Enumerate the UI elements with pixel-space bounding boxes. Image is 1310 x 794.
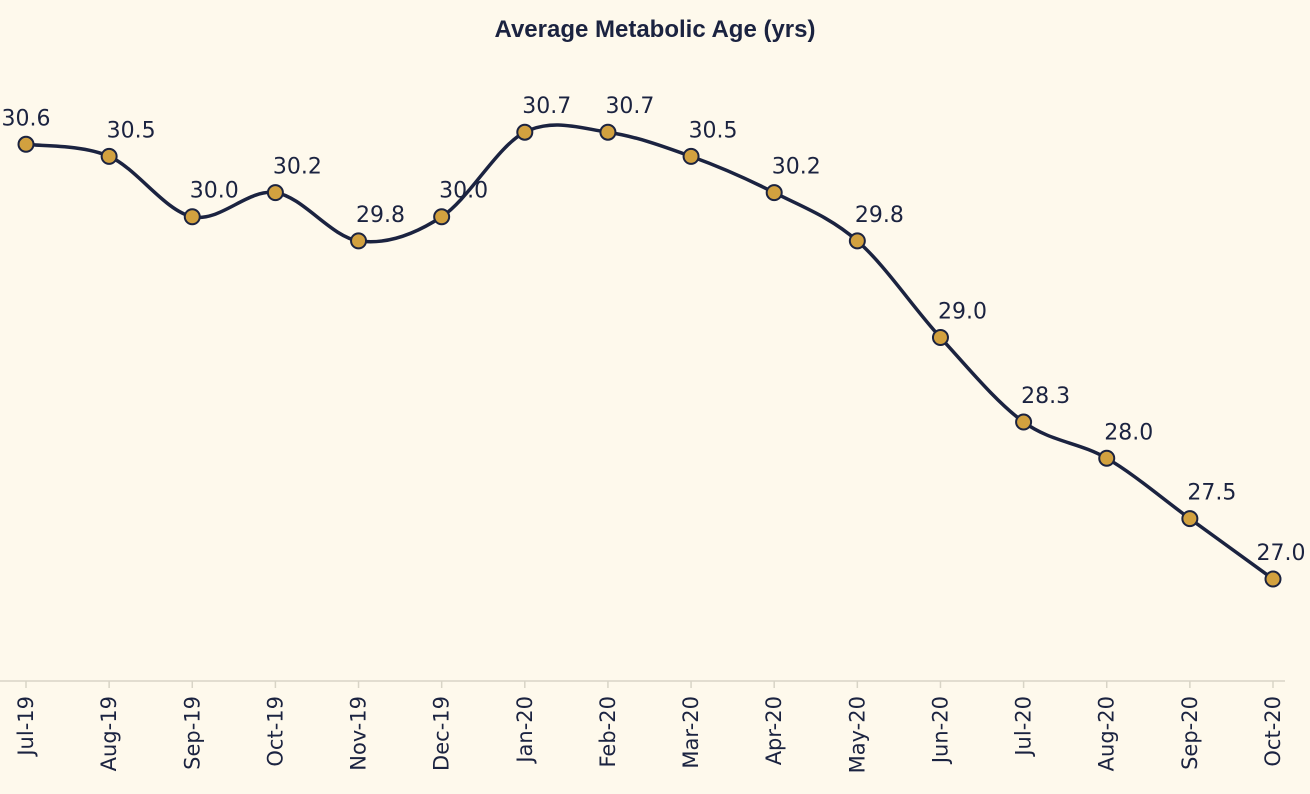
data-label: 27.0 bbox=[1257, 541, 1306, 566]
data-point-jul-19 bbox=[17, 135, 35, 153]
data-label: 28.0 bbox=[1104, 420, 1153, 445]
marker-layer bbox=[17, 123, 1282, 588]
x-tick-label: Sep-20 bbox=[1178, 696, 1202, 770]
x-tick-label: Jul-19 bbox=[14, 696, 38, 758]
data-point-mar-20 bbox=[682, 147, 700, 165]
data-point-oct-20 bbox=[1264, 570, 1282, 588]
data-point-oct-19 bbox=[266, 184, 284, 202]
series-line bbox=[24, 123, 1275, 581]
data-point-jan-20 bbox=[516, 123, 534, 141]
data-label-layer: 30.6 30.5 30.0 30.2 29.8 30.0 30.7 30.7 30.5 30.2… bbox=[2, 94, 1306, 566]
chart-title: Average Metabolic Age (yrs) bbox=[494, 16, 816, 43]
data-point-aug-19 bbox=[100, 147, 118, 165]
x-tick-label: Dec-19 bbox=[430, 696, 454, 771]
x-tick-label: Oct-20 bbox=[1261, 696, 1285, 767]
x-tick-label: Feb-20 bbox=[596, 696, 620, 767]
data-label: 28.3 bbox=[1021, 384, 1070, 409]
x-tick-label: Jul-20 bbox=[1012, 696, 1036, 758]
data-point-jun-20 bbox=[931, 329, 949, 347]
data-label: 30.2 bbox=[273, 155, 322, 180]
x-tick-label: Aug-20 bbox=[1095, 696, 1119, 771]
x-tick-label: Mar-20 bbox=[679, 696, 703, 769]
data-point-sep-20 bbox=[1181, 510, 1199, 528]
x-tick-label: Sep-19 bbox=[180, 696, 204, 770]
data-point-apr-20 bbox=[765, 184, 783, 202]
x-axis bbox=[0, 680, 1285, 688]
data-point-jul-20 bbox=[1015, 413, 1033, 431]
x-tick-label: Aug-19 bbox=[97, 696, 121, 771]
data-label: 27.5 bbox=[1187, 481, 1236, 506]
x-tick-label: Apr-20 bbox=[762, 696, 786, 765]
data-label: 30.2 bbox=[772, 155, 821, 180]
tick-label-layer: Jul-19 Aug-19 Sep-19 Oct-19 Nov-19 Dec-19 Jan-… bbox=[14, 696, 1285, 773]
data-label: 30.7 bbox=[522, 94, 571, 119]
data-point-may-20 bbox=[848, 232, 866, 250]
data-label: 30.0 bbox=[190, 179, 239, 204]
x-tick-label: May-20 bbox=[845, 696, 869, 773]
x-tick-label: Jun-20 bbox=[928, 696, 952, 765]
data-label: 29.8 bbox=[855, 203, 904, 228]
data-point-feb-20 bbox=[599, 123, 617, 141]
data-point-sep-19 bbox=[183, 208, 201, 226]
data-label: 29.8 bbox=[356, 203, 405, 228]
data-label: 30.5 bbox=[689, 118, 738, 143]
series-line-layer bbox=[24, 123, 1275, 581]
data-point-dec-19 bbox=[433, 208, 451, 226]
x-tick-label: Nov-19 bbox=[347, 696, 371, 771]
data-point-aug-20 bbox=[1098, 449, 1116, 467]
data-label: 30.6 bbox=[2, 106, 51, 131]
x-tick-label: Oct-19 bbox=[263, 696, 287, 767]
data-label: 30.5 bbox=[107, 118, 156, 143]
data-label: 30.7 bbox=[605, 94, 654, 119]
data-label: 29.0 bbox=[938, 300, 987, 325]
x-tick-label: Jan-20 bbox=[513, 696, 537, 765]
data-point-nov-19 bbox=[350, 232, 368, 250]
data-label: 30.0 bbox=[439, 179, 488, 204]
